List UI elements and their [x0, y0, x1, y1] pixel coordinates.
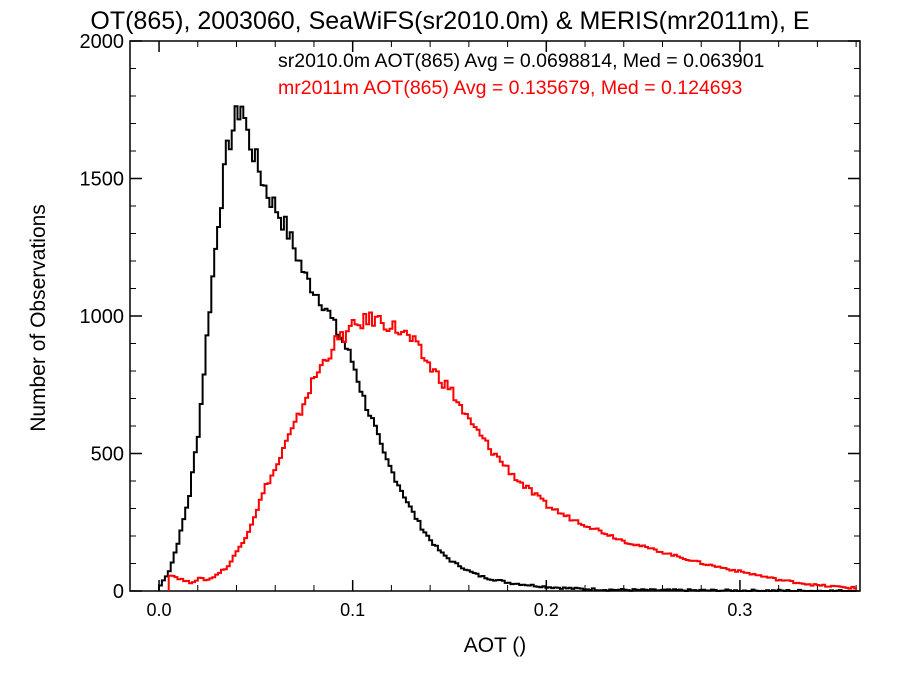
y-tick-label: 0	[113, 581, 124, 603]
x-tick-label: 0.3	[727, 600, 752, 620]
legend-entry-series-1: sr2010.0m AOT(865) Avg = 0.0698814, Med …	[278, 50, 764, 72]
plot-frame	[129, 40, 861, 592]
series-1-histogram	[158, 105, 857, 592]
x-tick-label: 0.0	[147, 600, 172, 620]
y-tick-label: 2000	[80, 31, 125, 53]
y-tick-label: 1500	[80, 169, 125, 191]
x-tick-label: 0.2	[534, 600, 559, 620]
legend-entry-series-2: mr2011m AOT(865) Avg = 0.135679, Med = 0…	[278, 77, 742, 99]
y-axis-label: Number of Observations	[27, 204, 50, 432]
chart-title: OT(865), 2003060, SeaWiFS(sr2010.0m) & M…	[90, 7, 809, 35]
y-tick-label: 500	[91, 444, 124, 466]
series-2-histogram	[167, 311, 858, 591]
plot-area: 0.0 0.1 0.2 0.3 0 500 1000 1500 2000	[80, 31, 861, 620]
y-tick-label: 1000	[80, 306, 125, 328]
x-tick-label: 0.1	[340, 600, 365, 620]
x-axis-label: AOT ()	[464, 634, 527, 657]
